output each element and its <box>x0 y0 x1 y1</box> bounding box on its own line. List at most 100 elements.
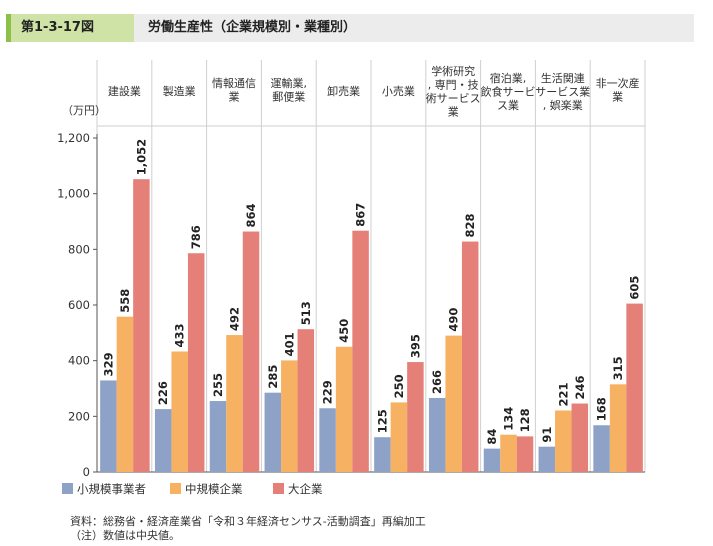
bar-value-label: 490 <box>447 308 461 332</box>
bar-value-label: 229 <box>321 380 335 404</box>
category-label: 学術研究 <box>431 64 475 78</box>
category-label: 郵便業 <box>272 91 305 104</box>
bar <box>390 402 408 472</box>
y-unit-label: （万円） <box>62 104 106 117</box>
notes: 資料：総務省・経済産業省「令和３年経済センサス-活動調査」再編加工 （注）数値は… <box>70 515 426 543</box>
bar-value-label: 134 <box>502 407 516 431</box>
bar <box>571 403 589 472</box>
category-label: 業 <box>448 106 459 119</box>
median-note: （注）数値は中央値。 <box>70 529 180 542</box>
bar <box>209 401 227 472</box>
bar <box>516 436 534 472</box>
y-tick-label: 600 <box>68 298 90 312</box>
category-label: 生活関連 <box>541 71 585 85</box>
y-tick-label: 400 <box>68 354 90 368</box>
bar <box>226 335 243 472</box>
source-note: 資料：総務省・経済産業省「令和３年経済センサス-活動調査」再編加工 <box>70 515 426 528</box>
bar <box>609 384 627 472</box>
legend-label: 小規模事業者 <box>77 482 146 496</box>
bar-value-label: 266 <box>430 370 444 394</box>
category-label: 術サービス <box>426 92 481 105</box>
bar <box>264 392 282 472</box>
bar <box>500 434 517 472</box>
bar-value-label: 329 <box>101 352 115 376</box>
bar <box>445 335 462 472</box>
category-label: , 専門・技 <box>428 79 479 92</box>
legend-label: 中規模企業 <box>185 482 243 496</box>
bar-value-label: 492 <box>228 307 242 331</box>
y-tick-label: 0 <box>83 465 90 479</box>
category-label: 製造業 <box>163 84 196 98</box>
bar <box>555 410 572 472</box>
category-label: 業 <box>612 91 623 104</box>
category-label: 運輸業, <box>271 76 308 90</box>
y-tick-label: 1,000 <box>57 187 90 201</box>
bar-value-label: 315 <box>611 356 625 380</box>
bar-value-label: 513 <box>299 301 313 325</box>
legend-item: 中規模企業 <box>170 481 243 497</box>
bar-value-label: 250 <box>392 374 406 398</box>
bar-value-label: 255 <box>211 373 225 397</box>
legend-item: 大企業 <box>273 481 323 497</box>
bar <box>116 316 134 472</box>
figure-header: 第1-3-17図 労働生産性（企業規模別・業種別） <box>6 14 694 42</box>
bar <box>171 351 188 472</box>
bar <box>319 408 336 472</box>
bar-value-label: 433 <box>173 323 187 347</box>
bar-value-label: 84 <box>485 429 499 445</box>
bar-value-label: 168 <box>595 397 609 421</box>
legend-label: 大企業 <box>288 482 323 496</box>
bar <box>297 329 315 472</box>
category-label: 飲食サービ <box>481 85 536 99</box>
bar-value-label: 401 <box>282 332 296 356</box>
bar <box>593 425 610 472</box>
bar <box>428 397 446 472</box>
legend-swatch <box>273 483 284 494</box>
bar-value-label: 558 <box>118 289 132 313</box>
category-label: 小売業 <box>382 85 415 98</box>
y-tick-label: 200 <box>68 409 90 423</box>
bar <box>154 409 172 472</box>
bar-value-label: 450 <box>337 319 351 343</box>
bar-value-label: 395 <box>408 334 422 358</box>
legend-swatch <box>62 483 73 494</box>
bar <box>242 231 260 472</box>
bar-value-label: 864 <box>244 204 258 228</box>
bar-value-label: 91 <box>540 427 554 443</box>
bar <box>461 241 479 472</box>
bar <box>100 380 117 472</box>
bar-value-label: 226 <box>156 381 170 405</box>
bar-value-label: 125 <box>375 409 389 433</box>
bar-value-label: 128 <box>518 408 532 432</box>
figure-title: 労働生産性（企業規模別・業種別） <box>148 20 357 35</box>
bar <box>335 346 353 472</box>
legend-item: 小規模事業者 <box>62 481 146 497</box>
bar <box>538 446 556 472</box>
y-tick-label: 800 <box>68 242 90 256</box>
category-label: 情報通信 <box>212 77 256 90</box>
bar <box>133 179 150 472</box>
legend-swatch <box>170 483 181 494</box>
category-label: 非一次産 <box>596 76 640 90</box>
bar-value-label: 246 <box>573 376 587 400</box>
category-label: サービス業 <box>535 86 590 99</box>
y-tick-label: 1,200 <box>57 131 90 145</box>
bar <box>187 253 205 472</box>
category-label: , 娯楽業 <box>543 98 583 112</box>
bar <box>352 230 369 472</box>
bar-value-label: 605 <box>628 276 642 300</box>
bar-value-label: 285 <box>266 365 280 389</box>
bar <box>281 360 298 472</box>
bar-value-label: 1,052 <box>134 139 148 175</box>
bar-value-label: 786 <box>189 225 203 249</box>
bar-value-label: 221 <box>556 382 570 406</box>
figure-number: 第1-3-17図 <box>6 14 134 42</box>
bar <box>483 448 501 472</box>
bar-value-label: 867 <box>354 203 368 227</box>
category-label: 建設業 <box>108 84 141 98</box>
bar <box>374 437 391 472</box>
bar-value-label: 828 <box>463 214 477 238</box>
category-label: ス業 <box>497 99 519 112</box>
